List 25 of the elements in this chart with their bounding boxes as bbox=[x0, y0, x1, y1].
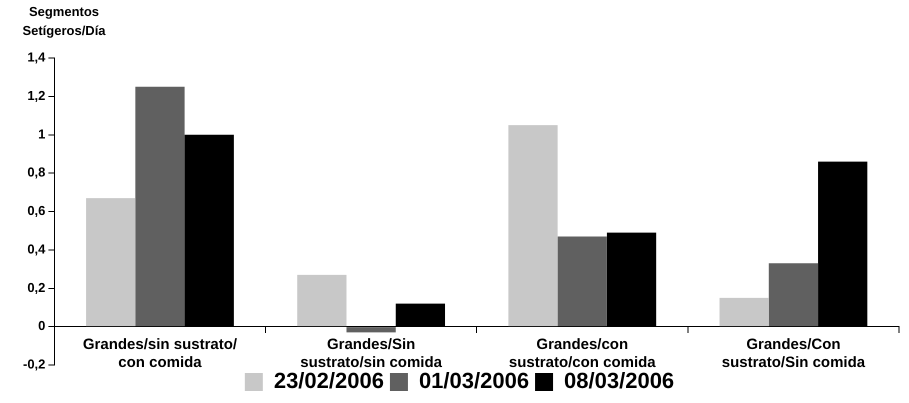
bar bbox=[135, 86, 185, 326]
y-tick-label: 1,2 bbox=[27, 88, 46, 103]
y-tick-label: 1,4 bbox=[27, 50, 46, 65]
y-tick-label: 0,8 bbox=[27, 164, 46, 180]
bar bbox=[346, 327, 396, 332]
y-tick-label: 1 bbox=[38, 126, 46, 142]
x-tick-label: Grandes/sin sustrato/ con comida bbox=[82, 336, 238, 371]
x-tick-label: Grandes/Con sustrato/Sin comida bbox=[722, 336, 866, 371]
x-tick-label: Grandes/con sustrato/con comida bbox=[508, 336, 656, 371]
legend-label: 01/03/2006 bbox=[418, 368, 530, 394]
y-tick-label: -0,2 bbox=[22, 356, 46, 372]
bar bbox=[558, 236, 607, 326]
bar bbox=[720, 298, 769, 326]
y-tick-label: 0,2 bbox=[27, 280, 46, 295]
legend-label: 08/03/2006 bbox=[564, 368, 674, 394]
bar bbox=[508, 125, 558, 326]
y-tick-label: 0 bbox=[38, 318, 46, 334]
y-tick-label: 0,6 bbox=[27, 203, 46, 218]
bar bbox=[768, 263, 818, 326]
y-axis-title: Segmentos Setígeros/Día bbox=[21, 3, 107, 40]
legend-label: 23/02/2006 bbox=[274, 368, 384, 394]
x-tick-label: Grandes/Sin sustrato/sin comida bbox=[300, 336, 443, 371]
bar bbox=[86, 198, 136, 326]
bar bbox=[297, 274, 346, 326]
y-tick-label: 0,4 bbox=[27, 241, 46, 256]
